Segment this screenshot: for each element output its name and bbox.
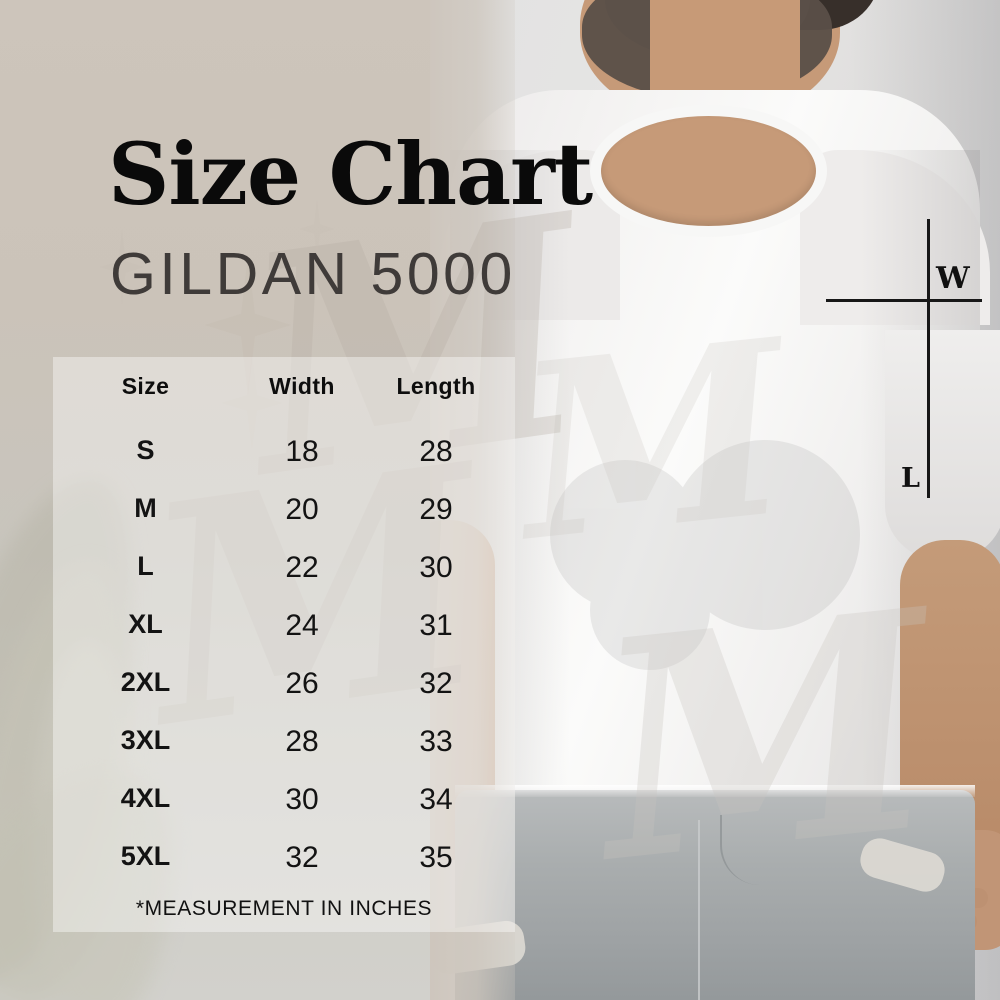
- table-row: XL 24 31: [53, 609, 515, 643]
- cell-length: 32: [419, 667, 453, 700]
- page-title: Size Chart: [108, 125, 593, 225]
- cell-size: S: [136, 435, 155, 465]
- size-table: Size Width Length S 18 28 M 20 29 L 22 3…: [53, 357, 515, 932]
- table-row: 3XL 28 33: [53, 725, 515, 759]
- cell-length: 30: [419, 551, 453, 584]
- table-row: L 22 30: [53, 551, 515, 585]
- cell-size: 2XL: [120, 667, 171, 697]
- photo-fade-overlay: [430, 0, 515, 1000]
- cell-width: 22: [285, 551, 319, 584]
- watermark-script: M: [582, 543, 944, 930]
- denim-jeans: [455, 790, 975, 1000]
- tshirt-print-ghost: [550, 430, 880, 680]
- cell-length: 29: [419, 493, 453, 526]
- cell-width: 24: [285, 609, 319, 642]
- cell-length: 33: [419, 725, 453, 758]
- cell-width: 26: [285, 667, 319, 700]
- page-subtitle: GILDAN 5000: [110, 241, 516, 307]
- cell-length: 35: [419, 841, 453, 874]
- cell-length: 31: [419, 609, 453, 642]
- table-header-row: Size Width Length: [53, 373, 515, 400]
- length-measure-label: L: [901, 463, 920, 494]
- cell-size: M: [134, 493, 157, 523]
- cell-length: 34: [419, 783, 453, 816]
- cell-width: 28: [285, 725, 319, 758]
- cell-size: XL: [128, 609, 163, 639]
- measurement-footnote: *MEASUREMENT IN INCHES: [135, 897, 433, 920]
- cell-width: 32: [285, 841, 319, 874]
- cell-size: 3XL: [120, 725, 171, 755]
- cell-size: 5XL: [120, 841, 171, 871]
- jeans-seam: [698, 820, 700, 1000]
- length-measure-line: [927, 219, 930, 498]
- jeans-pocket: [720, 815, 817, 885]
- column-header-size: Size: [121, 373, 170, 399]
- column-header-length: Length: [396, 373, 476, 399]
- cell-width: 18: [285, 435, 319, 468]
- size-table-panel: [53, 357, 515, 932]
- table-row: 2XL 26 32: [53, 667, 515, 701]
- width-measure-label: W: [936, 261, 970, 296]
- tshirt-hem: [455, 785, 975, 797]
- tshirt-collar: [590, 105, 827, 237]
- table-row: 4XL 30 34: [53, 783, 515, 817]
- cell-width: 20: [285, 493, 319, 526]
- table-row: S 18 28: [53, 435, 515, 469]
- table-row: M 20 29: [53, 493, 515, 527]
- tshirt-sleeve-right: [885, 330, 1000, 560]
- cell-width: 30: [285, 783, 319, 816]
- cell-size: 4XL: [120, 783, 171, 813]
- table-row: 5XL 32 35: [53, 841, 515, 875]
- cell-length: 28: [419, 435, 453, 468]
- column-header-width: Width: [269, 373, 335, 399]
- cell-size: L: [137, 551, 154, 581]
- width-measure-line: [826, 299, 982, 302]
